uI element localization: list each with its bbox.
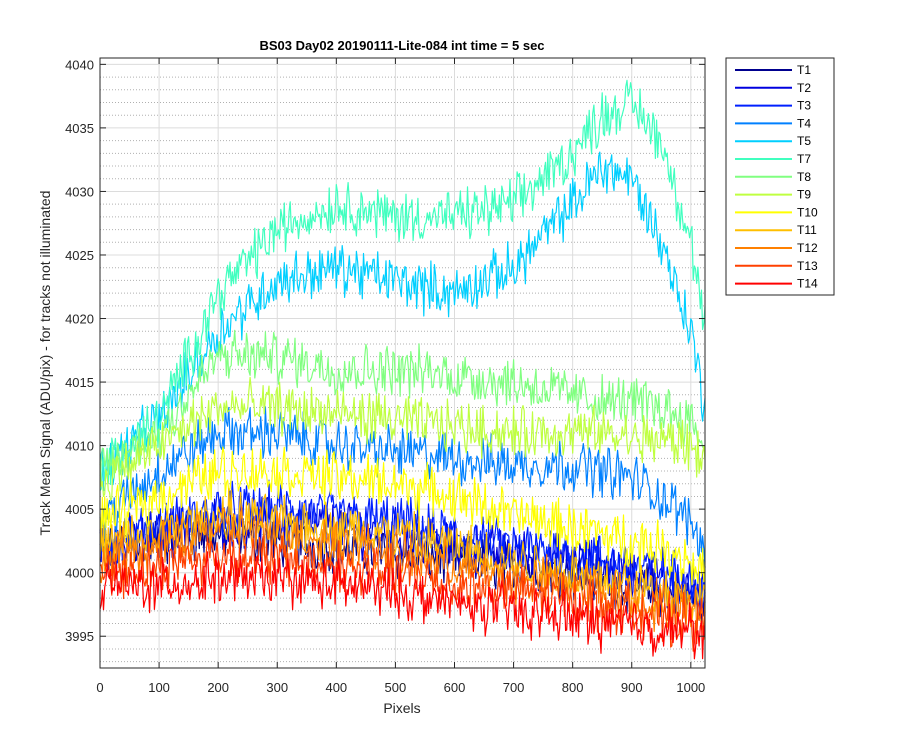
- legend-label-T13: T13: [797, 259, 818, 273]
- y-tick-label: 4000: [65, 566, 94, 581]
- legend-label-T4: T4: [797, 116, 811, 130]
- series-line-T7: [99, 79, 706, 492]
- legend-label-T2: T2: [797, 81, 811, 95]
- x-tick-label: 1000: [676, 680, 705, 695]
- y-tick-label: 4010: [65, 439, 94, 454]
- series-line-T11: [99, 488, 706, 626]
- series-line-T13: [99, 534, 706, 652]
- legend-label-T14: T14: [797, 277, 818, 291]
- x-tick-label: 200: [207, 680, 229, 695]
- y-tick-label: 4035: [65, 121, 94, 136]
- legend-label-T7: T7: [797, 152, 811, 166]
- legend-label-T11: T11: [797, 223, 817, 237]
- chart-title: BS03 Day02 20190111-Lite-084 int time = …: [259, 38, 544, 53]
- y-tick-label: 4005: [65, 502, 94, 517]
- y-tick-label: 3995: [65, 629, 94, 644]
- series-line-T14: [99, 551, 706, 660]
- y-tick-label: 4015: [65, 375, 94, 390]
- x-tick-label: 800: [562, 680, 584, 695]
- y-axis-ticks: 3995 4000 4005 4010 4015 4020 4025 4030 4035 4040: [65, 57, 705, 644]
- series-line-T8: [99, 329, 706, 479]
- x-tick-label: 700: [503, 680, 525, 695]
- legend[interactable]: T1 T2 T3 T4 T5 T7 T8 T9 T10 T11 T12 T13 T14: [725, 57, 835, 296]
- legend-label-T1: T1: [797, 63, 811, 77]
- y-axis-label: Track Mean Signal (ADU/pix) - for tracks…: [37, 191, 53, 536]
- legend-label-T9: T9: [797, 188, 811, 202]
- legend-label-T3: T3: [797, 99, 811, 113]
- series-line-T12: [99, 506, 706, 640]
- x-tick-label: 100: [148, 680, 170, 695]
- series-line-T4: [99, 406, 706, 568]
- y-tick-label: 4040: [65, 57, 94, 72]
- legend-label-T10: T10: [797, 205, 818, 219]
- x-axis-ticks: 0 100 200 300 400 500 600 700 800 900 1000: [96, 58, 705, 695]
- plot-frame: [99, 57, 706, 669]
- data-traces: [99, 79, 706, 660]
- y-tick-label: 4020: [65, 312, 94, 327]
- x-axis-label: Pixels: [383, 700, 420, 716]
- legend-label-T8: T8: [797, 170, 811, 184]
- x-tick-label: 500: [385, 680, 407, 695]
- y-tick-label: 4030: [65, 184, 94, 199]
- x-tick-label: 0: [96, 680, 103, 695]
- x-tick-label: 400: [325, 680, 347, 695]
- series-line-T9: [99, 376, 706, 501]
- y-tick-label: 4025: [65, 248, 94, 263]
- legend-label-T5: T5: [797, 134, 811, 148]
- x-tick-label: 900: [621, 680, 643, 695]
- legend-label-T12: T12: [797, 241, 818, 255]
- series-line-T10: [99, 446, 706, 586]
- x-tick-label: 300: [266, 680, 288, 695]
- x-tick-label: 600: [444, 680, 466, 695]
